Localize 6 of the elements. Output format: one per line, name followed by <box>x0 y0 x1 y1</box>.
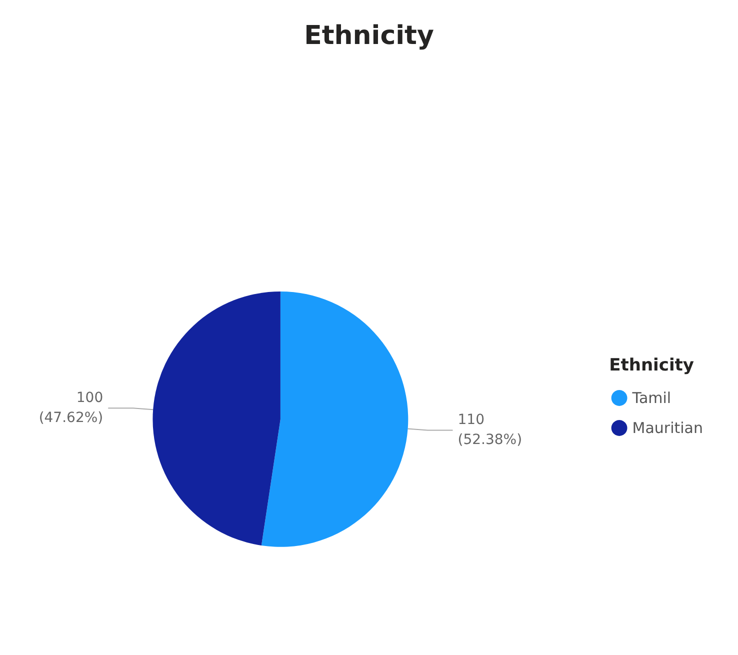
legend-label: Mauritian <box>632 419 704 437</box>
chart-title: Ethnicity <box>304 21 434 51</box>
data-label: 110 (52.38%) <box>458 412 522 448</box>
legend-label: Tamil <box>631 389 672 407</box>
data-label: 100 (47.62%) <box>38 390 104 426</box>
legend-title: Ethnicity <box>609 356 694 376</box>
